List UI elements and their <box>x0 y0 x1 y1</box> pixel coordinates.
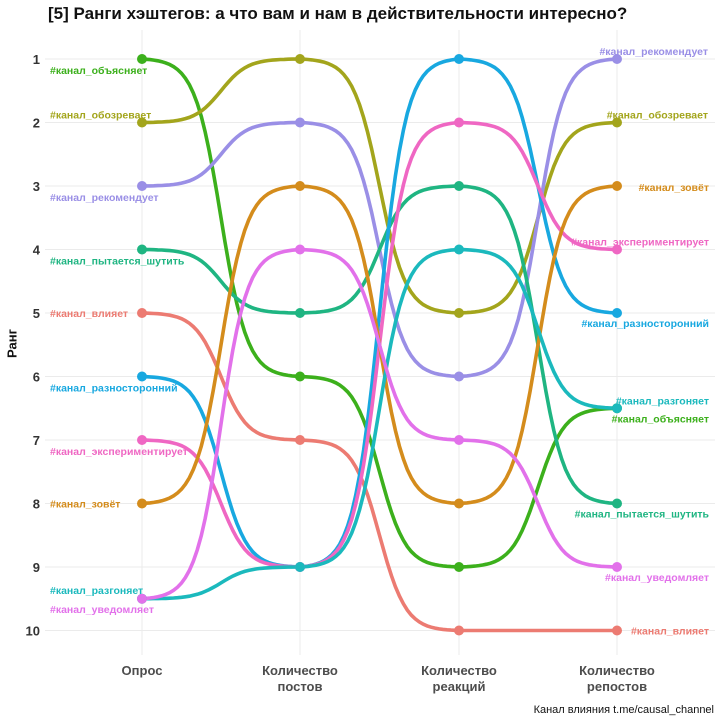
data-point <box>454 117 464 128</box>
data-point <box>137 117 147 128</box>
data-point <box>137 244 147 255</box>
data-point <box>137 54 147 64</box>
series-label-right: #канал_влияет <box>631 626 709 638</box>
series-label-left: #канал_экспериментирует <box>50 446 188 458</box>
x-tick-label: Количество реакций <box>421 663 497 694</box>
series-label-right: #канал_разгоняет <box>616 395 709 407</box>
series-label-left: #канал_рекомендует <box>50 192 159 204</box>
data-point <box>137 498 147 509</box>
data-point <box>295 371 305 382</box>
data-point <box>295 435 305 445</box>
caption: Канал влияния t.me/causal_channel <box>533 704 714 716</box>
y-tick-label: 3 <box>33 179 40 194</box>
data-point <box>137 593 147 604</box>
series-points <box>137 54 622 636</box>
data-point <box>137 308 147 318</box>
series-label-left: #канал_обозревает <box>50 110 151 122</box>
data-point <box>612 54 622 64</box>
data-point <box>454 625 464 636</box>
y-tick-label: 1 <box>33 52 40 67</box>
series-label-right: #канал_объясняет <box>612 413 709 425</box>
data-point <box>295 308 305 318</box>
data-point <box>612 498 622 509</box>
series-line <box>140 247 619 601</box>
series-label-right: #канал_пытается_шутить <box>575 509 710 521</box>
data-point <box>612 308 622 318</box>
series-label-left: #канал_зовёт <box>50 499 120 511</box>
data-point <box>454 308 464 318</box>
series-label-right: #канал_рекомендует <box>599 46 708 58</box>
x-tick-label: Количество репостов <box>579 663 655 694</box>
series-label-right: #канал_уведомляет <box>605 572 709 584</box>
data-point <box>612 625 622 636</box>
data-point <box>295 117 305 128</box>
series-line <box>140 247 619 601</box>
y-tick-label: 7 <box>33 433 40 448</box>
y-tick-label: 4 <box>33 243 41 258</box>
y-tick-label: 5 <box>33 306 40 321</box>
y-tick-label: 10 <box>26 624 40 639</box>
series-label-right: #канал_зовёт <box>639 182 709 194</box>
chart-title: [5] Ранги хэштегов: а что вам и нам в де… <box>48 4 628 23</box>
data-point <box>295 54 305 64</box>
series-label-right: #канал_обозревает <box>607 110 708 122</box>
y-tick-label: 9 <box>33 560 40 575</box>
data-point <box>295 562 305 572</box>
data-point <box>295 181 305 191</box>
data-point <box>612 562 622 572</box>
data-point <box>454 371 464 382</box>
data-point <box>612 181 622 191</box>
series-label-left: #канал_объясняет <box>50 65 147 77</box>
data-point <box>612 244 622 255</box>
data-point <box>612 117 622 128</box>
data-point <box>454 498 464 509</box>
data-point <box>612 403 622 414</box>
data-point <box>454 244 464 255</box>
data-point <box>137 371 147 382</box>
data-point <box>295 244 305 255</box>
series-line <box>140 311 619 633</box>
series-label-left: #канал_пытается_шутить <box>50 256 185 268</box>
series-label-right: #канал_экспериментирует <box>571 237 709 249</box>
data-point <box>454 181 464 191</box>
data-point <box>454 435 464 445</box>
data-point <box>454 562 464 572</box>
series-label-left: #канал_разгоняет <box>50 585 143 597</box>
series-label-left: #канал_разносторонний <box>50 383 178 395</box>
series-lines <box>140 57 619 633</box>
data-point <box>454 54 464 64</box>
series-line <box>140 57 619 569</box>
series-label-left: #канал_уведомляет <box>50 604 154 616</box>
series-label-right: #канал_разносторонний <box>581 318 709 330</box>
y-tick-label: 6 <box>33 370 40 385</box>
data-point <box>137 435 147 445</box>
series-label-left: #канал_влияет <box>50 308 128 320</box>
y-tick-label: 8 <box>33 497 40 512</box>
x-tick-label: Количество постов <box>262 663 338 694</box>
y-tick-label: 2 <box>33 116 40 131</box>
data-point <box>137 181 147 191</box>
x-tick-label: Опрос <box>122 663 163 678</box>
